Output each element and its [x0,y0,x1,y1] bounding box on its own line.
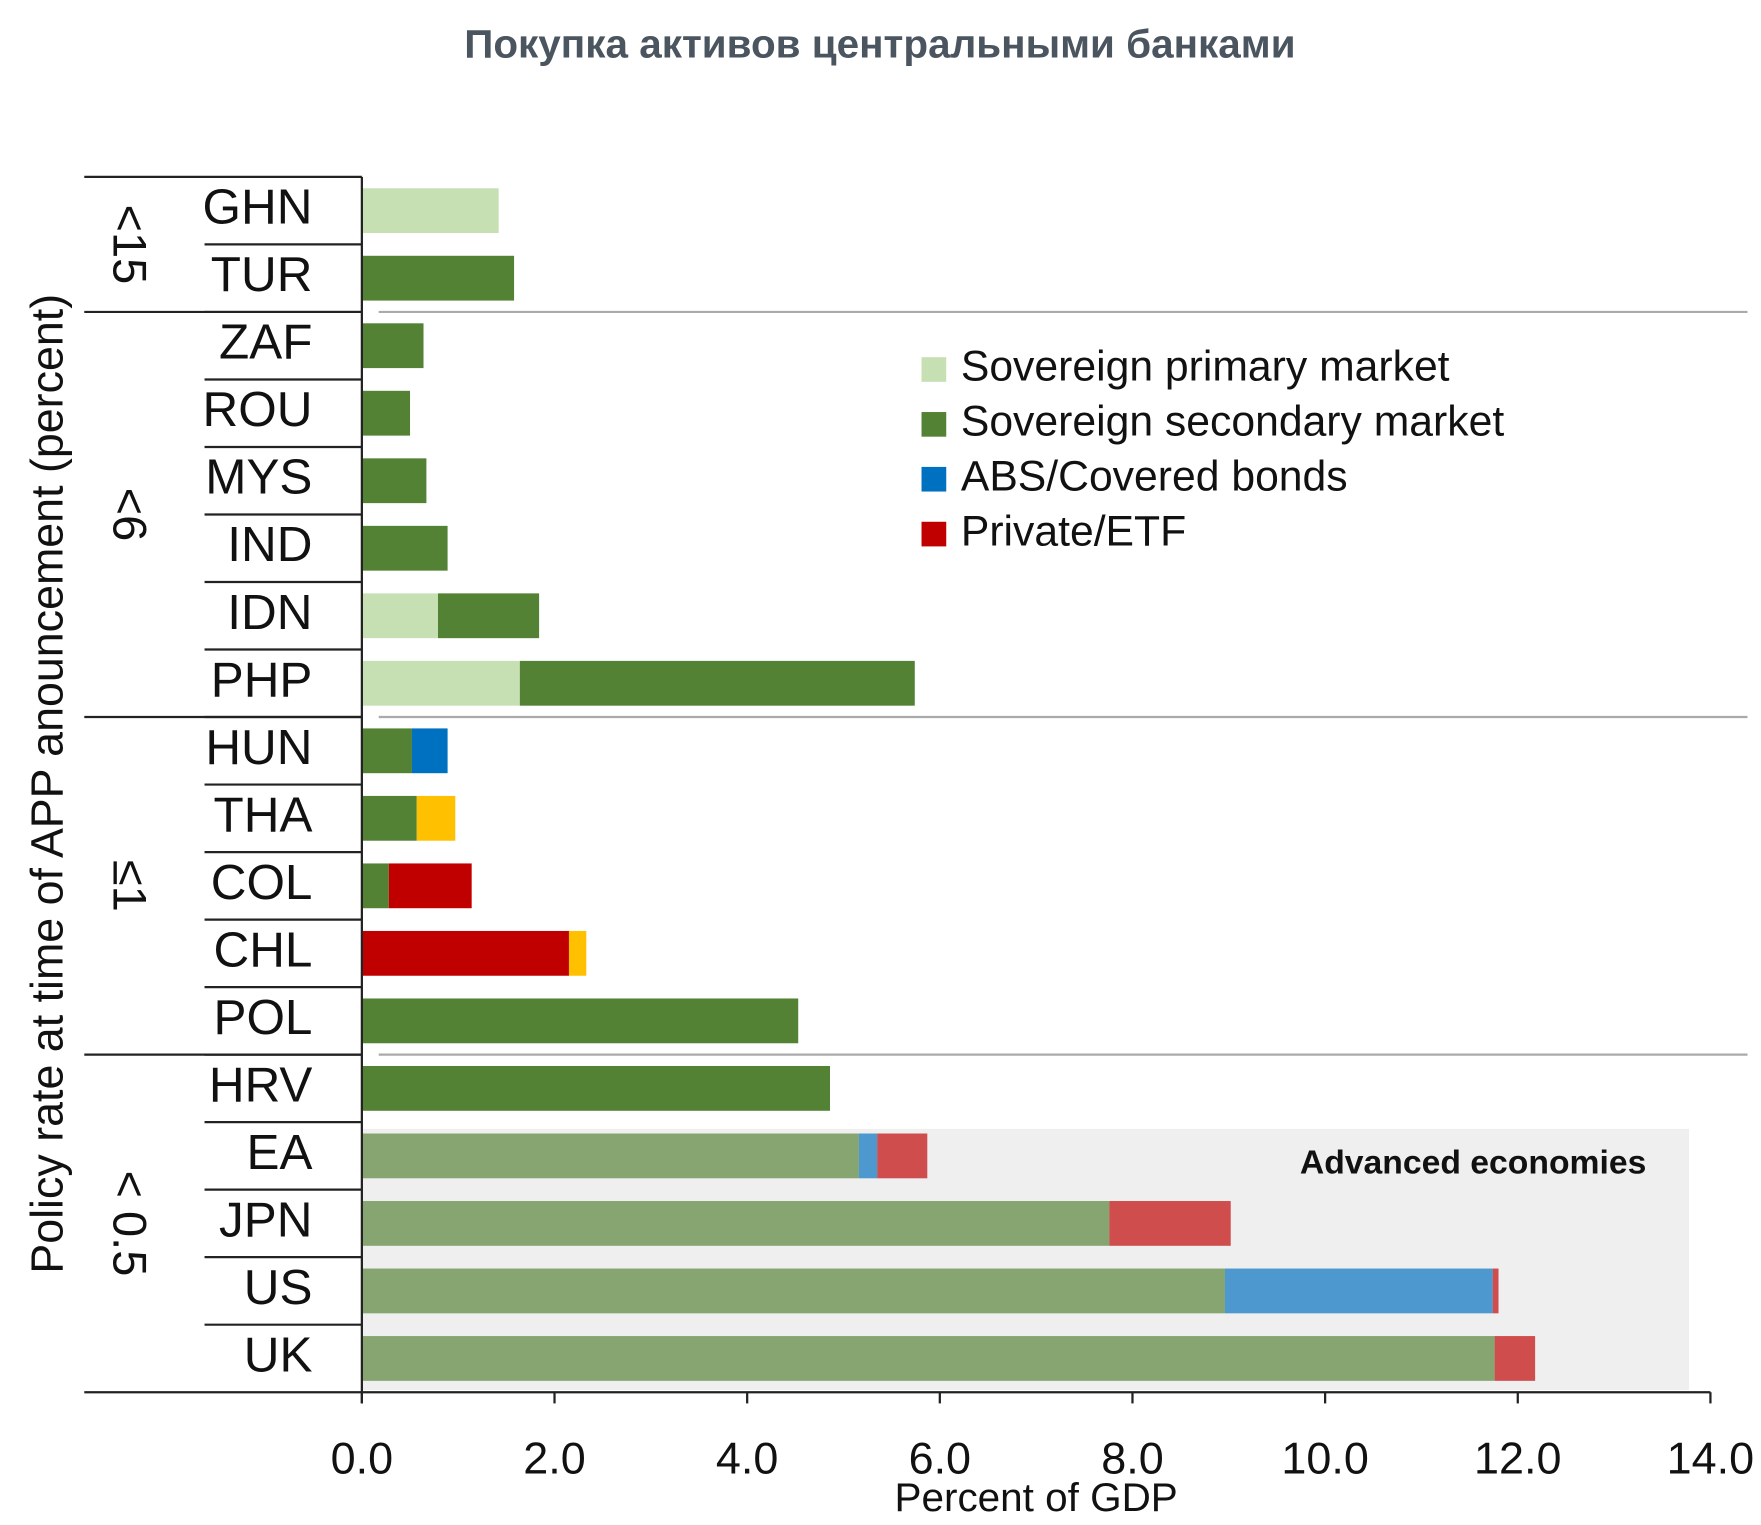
group-label: <6 [103,488,156,542]
bar-segment [1109,1201,1231,1246]
x-tick-label: 6.0 [909,1433,971,1484]
y-tick-label: EA [246,1125,312,1180]
legend-swatch [921,466,947,492]
bar-segment [361,1065,831,1111]
legend-label: Private/ETF [961,507,1186,555]
bar-segment [361,255,515,301]
y-tick-label: GHN [203,180,313,235]
x-tick-label: 2.0 [523,1433,585,1484]
legend-label: Sovereign primary market [961,343,1450,391]
y-tick-label: HRV [209,1057,313,1112]
bar-segment [437,593,540,639]
annotation: Advanced economies [1300,1145,1647,1182]
y-tick-label: US [244,1260,313,1315]
y-tick-label: JPN [219,1193,312,1248]
chart-title: Покупка активов центральными банками [464,21,1295,67]
bar-segment [1492,1268,1499,1314]
bar-segment [361,188,499,234]
bar-segment [361,863,389,909]
y-tick-label: TUR [211,247,313,302]
y-tick-label: CHL [214,922,313,977]
y-tick-label: COL [211,855,313,910]
bar-segment [361,323,424,369]
y-tick-label: HUN [205,720,312,775]
y-tick-label: ROU [203,382,313,437]
x-axis-label: Percent of GDP [895,1474,1178,1520]
bar-segment [361,795,417,841]
y-axis-label: Policy rate at time of APP anouncement (… [21,294,72,1274]
bar-segment [1224,1268,1493,1314]
bar-segment [361,1268,1225,1314]
bar-segment [858,1133,878,1179]
legend-swatch [921,357,947,382]
y-tick-label: IND [227,517,312,572]
bar-segment [411,728,448,774]
group-label: ≤1 [103,860,156,912]
bar-segment [361,1336,1495,1381]
bar-segment [361,458,427,504]
group-label: <15 [103,205,156,285]
y-tick-label: MYS [205,450,312,505]
bar-segment [388,863,472,909]
bar-segment [361,998,799,1044]
bar-segment [361,930,569,976]
legend-swatch [921,521,947,547]
bar-segment [519,660,915,706]
bar-segment [361,593,438,639]
y-tick-label: POL [213,990,312,1045]
bar-segment [361,525,448,571]
bar-segment [1494,1336,1536,1381]
bar-segment [361,1201,1110,1246]
bar-segment [361,1133,859,1179]
y-tick-label: PHP [211,652,313,707]
legend-label: ABS/Covered bonds [961,453,1348,501]
x-tick-label: 4.0 [716,1433,778,1484]
y-tick-label: ZAF [219,315,312,370]
y-tick-label: IDN [227,585,312,640]
x-tick-label: 12.0 [1474,1433,1561,1484]
legend-swatch [921,412,947,437]
y-tick-label: UK [244,1328,313,1383]
bar-segment [416,795,456,841]
group-label: < 0.5 [103,1170,156,1276]
x-tick-label: 14.0 [1667,1433,1754,1484]
bar-segment [361,660,520,706]
bar-segment [361,390,411,436]
bar-segment [877,1133,928,1179]
x-tick-label: 8.0 [1101,1433,1163,1484]
bar-segment [568,930,587,976]
legend-label: Sovereign secondary market [961,398,1505,446]
x-tick-label: 0.0 [331,1433,393,1484]
x-tick-label: 10.0 [1281,1433,1368,1484]
y-tick-label: THA [214,787,313,842]
bar-segment [361,728,412,774]
